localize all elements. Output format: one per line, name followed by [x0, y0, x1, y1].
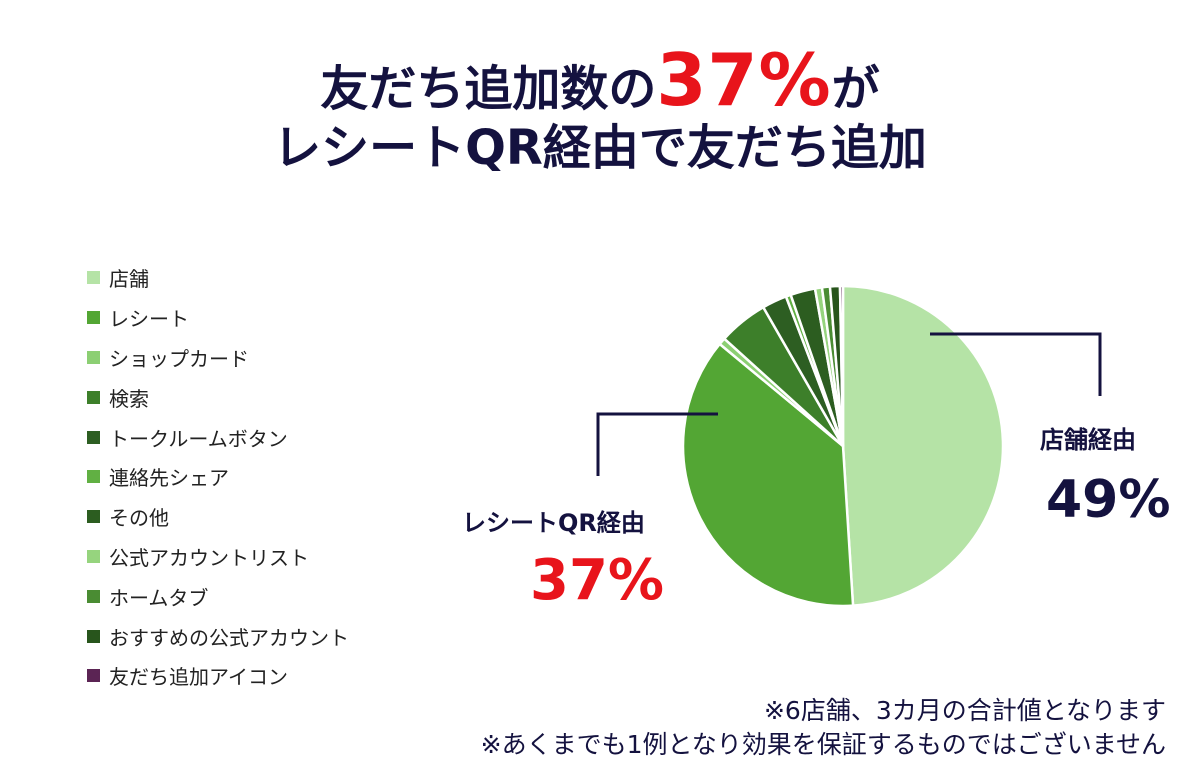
- legend-label: 検索: [109, 386, 149, 411]
- callout-store-value: 49%: [1046, 470, 1171, 530]
- legend-item: レシート: [87, 298, 349, 338]
- pie-slice-1: [841, 284, 1005, 607]
- legend-swatch: [87, 589, 100, 603]
- legend-swatch: [87, 311, 100, 325]
- callout-store-label: 店舗経由: [1040, 426, 1136, 454]
- legend-swatch: [87, 430, 100, 444]
- chart-title-line-1: 友だち追加数の37%が: [0, 44, 1200, 116]
- legend-item: 友だち追加アイコン: [87, 656, 349, 696]
- legend-swatch: [87, 510, 100, 524]
- legend-swatch: [87, 629, 100, 643]
- legend-item: 公式アカウントリスト: [87, 537, 349, 577]
- legend-item: 連絡先シェア: [87, 457, 349, 497]
- legend-swatch: [87, 350, 100, 364]
- title-suffix: が: [831, 61, 880, 117]
- title-highlight-percent: 37%: [656, 38, 832, 122]
- callout-receipt-value: 37%: [530, 548, 665, 613]
- pie-slices: [681, 284, 1005, 608]
- legend-item: その他: [87, 497, 349, 537]
- chart-legend: 店舗レシートショップカード 検索トークルームボタン 連絡先シェア その他公式アカウント…: [87, 258, 349, 696]
- legend-label: 連絡先シェア: [109, 466, 229, 491]
- legend-label: ショップカード: [109, 346, 249, 371]
- pie-slice-11: [838, 284, 845, 448]
- legend-swatch: [87, 271, 100, 285]
- legend-label: レシート: [109, 307, 189, 332]
- leader-line-store: [930, 332, 1102, 396]
- legend-item: 検索: [87, 377, 349, 417]
- legend-label: 友だち追加アイコン: [109, 665, 288, 690]
- title-prefix: 友だち追加数の: [320, 61, 657, 117]
- leader-line-receipt: [596, 412, 718, 476]
- legend-label: ホームタブ: [109, 585, 209, 610]
- pie-slice-2: [681, 342, 855, 608]
- footnotes: ※6店舗、3カ月の合計値となります ※あくまでも1例となり効果を保証するものでは…: [481, 694, 1166, 762]
- callout-receipt-label: レシートQR経由: [462, 509, 645, 537]
- legend-label: トークルームボタン: [109, 426, 288, 451]
- legend-item: ホームタブ: [87, 576, 349, 616]
- chart-title-line-2: レシートQR経由で友だち追加: [273, 120, 927, 176]
- footnote-2: ※あくまでも1例となり効果を保証するものではございません: [480, 730, 1166, 759]
- legend-item: ショップカード: [87, 338, 349, 378]
- legend-label: 店舗: [109, 267, 149, 292]
- legend-item: 店舗: [87, 258, 349, 298]
- legend-label: 公式アカウントリスト: [109, 545, 309, 570]
- legend-swatch: [87, 390, 100, 404]
- legend-swatch: [87, 549, 100, 563]
- footnote-1: ※6店舗、3カ月の合計値となります: [763, 696, 1166, 725]
- legend-item: おすすめの公式アカウント: [87, 616, 349, 656]
- legend-item: トークルームボタン: [87, 417, 349, 457]
- legend-label: おすすめの公式アカウント: [109, 625, 349, 650]
- legend-swatch: [87, 470, 100, 484]
- legend-swatch: [87, 669, 100, 683]
- legend-label: その他: [109, 506, 169, 531]
